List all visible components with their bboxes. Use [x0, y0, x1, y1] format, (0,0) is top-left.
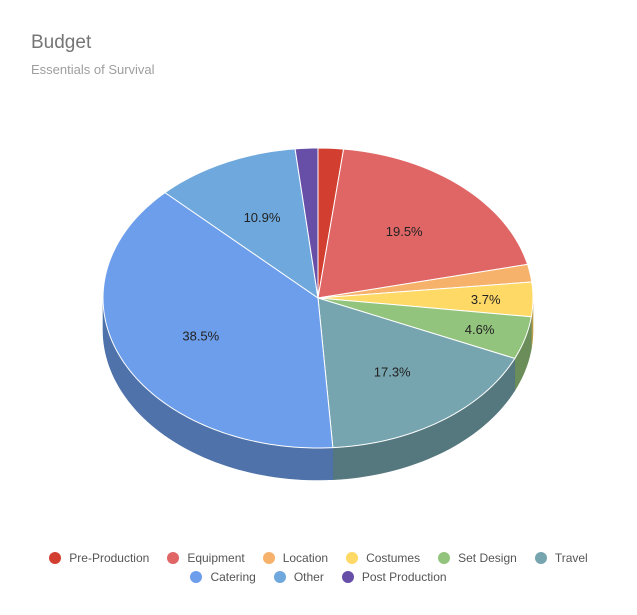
legend-label: Costumes	[366, 550, 421, 565]
pie-slices	[102, 147, 534, 449]
legend-swatch	[341, 570, 354, 583]
legend-swatch	[190, 570, 203, 583]
pie-label-set-design: 4.6%	[465, 322, 495, 337]
pie-labels: 19.5% 3.7% 4.6% 17.3% 38.5% 10.9%	[182, 210, 501, 380]
legend-swatch	[167, 551, 180, 564]
legend-item-other: Other	[273, 569, 324, 584]
legend-swatch	[273, 570, 286, 583]
legend-swatch	[346, 551, 359, 564]
legend-label: Travel	[554, 550, 588, 565]
chart-subtitle: Essentials of Survival	[31, 62, 155, 77]
legend-row: Catering Other Post Production	[0, 567, 637, 586]
legend-item-post-production: Post Production	[341, 569, 447, 584]
legend-label: Set Design	[458, 550, 517, 565]
legend-swatch	[534, 551, 547, 564]
legend-item-location: Location	[262, 550, 329, 565]
legend-item-set-design: Set Design	[438, 551, 517, 565]
legend-label: Location	[282, 550, 329, 565]
legend-label: Post Production	[361, 569, 447, 584]
legend-swatch	[438, 551, 451, 564]
pie-slice-other	[164, 148, 319, 299]
pie-slice-catering	[102, 192, 334, 449]
legend-item-costumes: Costumes	[346, 551, 420, 565]
legend-swatch	[49, 551, 62, 564]
legend-item-pre-production: Pre-Production	[49, 551, 149, 565]
legend-row: Pre-Production Equipment Location Costumes S…	[0, 548, 637, 567]
pie-slice-costumes	[317, 281, 534, 318]
legend-swatch	[262, 551, 275, 564]
chart-legend: Pre-Production Equipment Location Costumes S…	[0, 548, 637, 586]
legend-label: Other	[293, 569, 324, 584]
pie-label-other: 10.9%	[244, 210, 281, 225]
pie-slice-post-production	[294, 147, 319, 299]
legend-item-equipment: Equipment	[167, 550, 245, 565]
pie-slice-equipment	[317, 148, 529, 299]
legend-label: Equipment	[187, 550, 245, 565]
pie-label-travel: 17.3%	[374, 365, 411, 380]
pie-slice-travel	[317, 297, 516, 449]
legend-label: Pre-Production	[69, 550, 150, 565]
pie-label-catering: 38.5%	[182, 329, 219, 344]
legend-label: Catering	[210, 569, 256, 584]
chart-title: Budget	[31, 32, 92, 53]
legend-item-catering: Catering	[190, 569, 256, 584]
pie-slice-set-design	[317, 297, 532, 359]
pie-label-costumes: 3.7%	[471, 292, 501, 307]
pie-label-equipment: 19.5%	[386, 224, 423, 239]
legend-item-travel: Travel	[534, 550, 588, 565]
